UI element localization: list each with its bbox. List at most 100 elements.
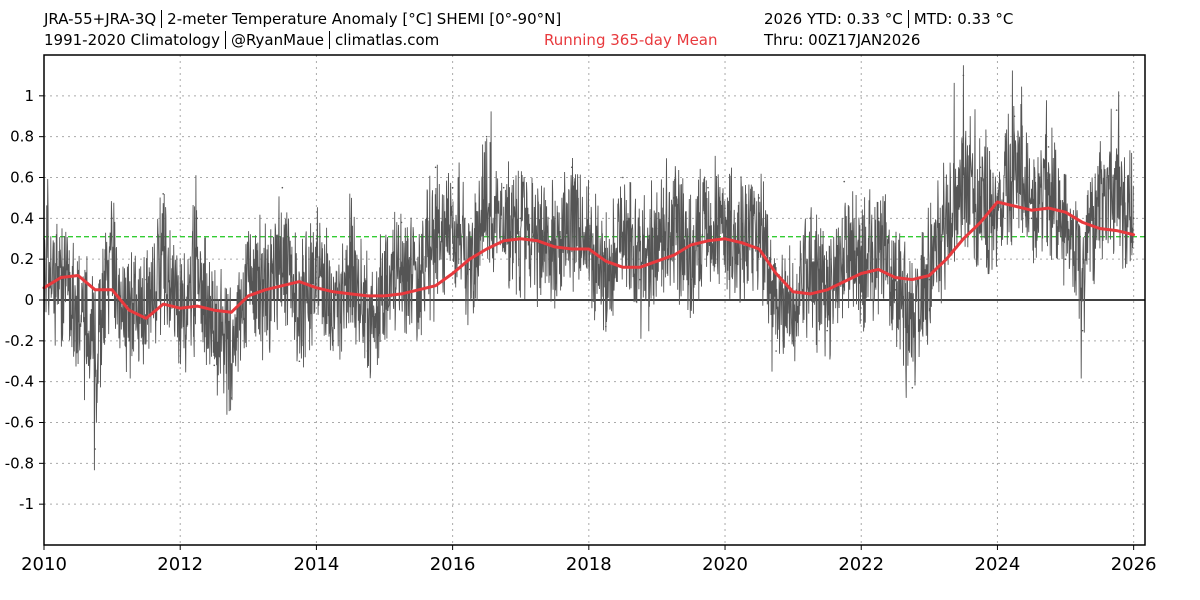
daily-anomaly-point — [434, 166, 437, 169]
daily-anomaly-point — [468, 268, 471, 271]
y-tick-label: 1 — [24, 87, 34, 105]
x-tick-label: 2010 — [21, 554, 67, 575]
daily-anomaly-point — [928, 278, 931, 281]
x-tick-label: 2018 — [566, 554, 612, 575]
y-tick-label: -1 — [19, 495, 34, 513]
daily-anomaly-point — [179, 340, 182, 342]
y-tick-label: -0.2 — [5, 332, 34, 350]
daily-anomaly-point — [315, 237, 318, 240]
daily-anomaly-point — [77, 350, 79, 352]
daily-anomaly-point — [673, 197, 675, 199]
daily-anomaly-point — [826, 329, 828, 332]
daily-anomaly-point — [111, 217, 113, 220]
daily-anomaly-point — [94, 448, 96, 450]
site-label: climatlas.com — [335, 31, 440, 49]
daily-anomaly-point — [519, 217, 522, 220]
daily-anomaly-point — [588, 237, 590, 240]
daily-anomaly-point — [417, 278, 420, 281]
daily-anomaly-point — [281, 186, 284, 189]
daily-anomaly-point — [877, 217, 880, 220]
daily-anomaly-point — [690, 278, 692, 281]
daily-anomaly-point — [213, 364, 216, 367]
x-tick-label: 2026 — [1111, 554, 1157, 575]
tick-labels: 1 0.8 0.6 0.4 0.2 0 -0.2 -0.4 -0.6 -0.8 -1 2010 2012… — [5, 87, 1157, 575]
daily-anomaly-point — [792, 340, 794, 342]
x-tick-label: 2022 — [838, 554, 884, 575]
daily-anomaly-point — [570, 166, 573, 169]
y-tick-label: -0.8 — [5, 454, 34, 472]
x-tick-label: 2016 — [430, 554, 476, 575]
author-label: @RyanMaue — [230, 31, 324, 49]
daily-anomaly-point — [145, 278, 147, 281]
x-tick-label: 2014 — [294, 554, 340, 575]
daily-anomaly-point — [332, 340, 335, 342]
daily-anomaly-point — [1115, 109, 1118, 111]
daily-anomaly-point — [366, 350, 369, 352]
daily-anomaly-point — [1081, 329, 1084, 332]
daily-anomaly-point — [349, 248, 352, 250]
daily-anomaly-point — [860, 258, 863, 260]
y-tick-label: 0 — [24, 291, 34, 309]
daily-anomaly-point — [383, 309, 386, 312]
mtd-value: MTD: 0.33 °C — [913, 10, 1014, 28]
daily-anomaly-point — [298, 360, 301, 363]
separator — [907, 10, 909, 28]
daily-anomaly-point — [656, 227, 658, 230]
daily-anomaly-point — [1098, 176, 1101, 179]
separator — [329, 31, 330, 49]
daily-anomaly-point — [962, 74, 965, 77]
legend-running-mean: Running 365-day Mean — [544, 31, 718, 49]
climatology-label: 1991-2020 Climatology — [44, 31, 220, 49]
x-tick-label: 2012 — [157, 554, 203, 575]
daily-anomaly-point — [758, 197, 760, 199]
y-tick-label: -0.4 — [5, 373, 34, 391]
thru-date: Thru: 00Z17JAN2026 — [764, 31, 921, 49]
daily-anomaly-point — [400, 221, 403, 224]
daily-anomaly-point — [945, 176, 948, 179]
daily-anomaly-point — [196, 217, 199, 220]
daily-anomaly-point — [60, 274, 62, 277]
daily-anomaly-point — [894, 288, 897, 291]
daily-anomaly-point — [502, 186, 505, 189]
daily-anomaly-point — [128, 329, 130, 332]
ytd-value: 2026 YTD: 0.33 °C — [764, 10, 903, 28]
daily-anomaly-point — [911, 386, 914, 389]
daily-anomaly-point — [622, 176, 624, 179]
y-tick-label: 0.8 — [10, 128, 34, 146]
y-tick-label: 0.6 — [10, 169, 34, 187]
daily-anomaly-point — [724, 207, 726, 209]
daily-anomaly-point — [996, 197, 999, 199]
y-tick-label: -0.6 — [5, 414, 34, 432]
daily-anomaly-point — [1030, 217, 1033, 220]
daily-anomaly-point — [809, 217, 811, 220]
separator — [224, 31, 226, 49]
running-mean-series — [42, 200, 1136, 320]
daily-anomaly-point — [553, 258, 556, 260]
daily-anomaly-point — [775, 350, 777, 352]
header-left-line2: 1991-2020 Climatology @RyanMaue climatlas.… — [44, 31, 439, 49]
daily-anomaly-point — [230, 397, 233, 399]
daily-anomaly-point — [979, 166, 982, 169]
y-tick-label: 0.2 — [10, 250, 34, 268]
daily-anomaly-point — [485, 135, 488, 138]
daily-anomaly-point — [451, 186, 454, 189]
header-left-line1: JRA-55+JRA-3Q 2-meter Temperature Anomaly… — [44, 10, 561, 28]
separator — [161, 10, 163, 28]
daily-anomaly-point — [639, 278, 641, 281]
daily-anomaly-point — [605, 325, 607, 328]
daily-anomaly-point — [707, 186, 709, 189]
daily-anomaly-point — [1132, 217, 1135, 220]
dataset-source: JRA-55+JRA-3Q — [44, 10, 157, 28]
x-tick-label: 2020 — [702, 554, 748, 575]
daily-anomaly-point — [247, 262, 250, 265]
daily-anomaly-point — [741, 227, 743, 230]
daily-anomaly-point — [1013, 115, 1016, 118]
chart-title: 2-meter Temperature Anomaly [°C] SHEMI [… — [167, 10, 562, 28]
daily-anomaly-point — [1064, 258, 1067, 260]
daily-anomaly-point — [1047, 146, 1050, 148]
daily-anomaly-point — [162, 193, 164, 195]
daily-anomaly-point — [843, 180, 846, 183]
header-right-line1: 2026 YTD: 0.33 °C MTD: 0.33 °C — [764, 10, 1013, 28]
y-tick-label: 0.4 — [10, 209, 34, 227]
